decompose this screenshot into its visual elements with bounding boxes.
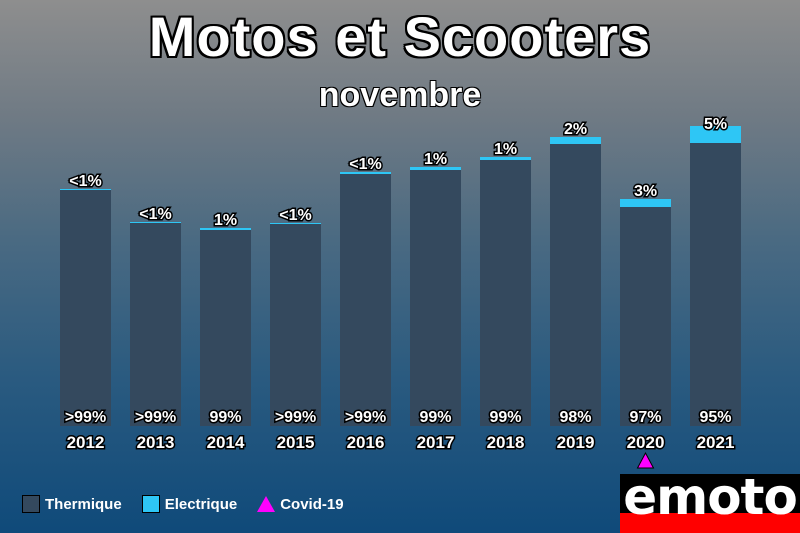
label-electrique-2014: 1% [214, 212, 237, 229]
bar-electrique-2012 [60, 189, 111, 190]
label-thermique-2017: 99% [419, 409, 451, 426]
bar-electrique-2017 [410, 167, 461, 170]
label-thermique-2018: 99% [489, 409, 521, 426]
covid-marker-icon [636, 451, 655, 469]
label-electrique-2019: 2% [564, 121, 587, 138]
bar-thermique-2014 [200, 230, 251, 426]
x-tick-2012: 2012 [67, 433, 105, 452]
legend-label-electrique: Electrique [164, 495, 238, 513]
emoto-logo[interactable]: emoto [620, 474, 800, 533]
label-electrique-2017: 1% [424, 151, 447, 168]
label-thermique-2021: 95% [699, 409, 731, 426]
x-tick-2016: 2016 [347, 433, 385, 452]
label-electrique-2020: 3% [634, 183, 657, 200]
bar-electrique-2013 [130, 222, 181, 223]
logo-text: emoto [623, 474, 798, 526]
bar-thermique-2020 [620, 207, 671, 426]
bar-thermique-2019 [550, 144, 601, 426]
x-tick-2014: 2014 [207, 433, 245, 452]
bar-electrique-2015 [270, 223, 321, 224]
x-tick-2015: 2015 [277, 433, 315, 452]
x-tick-2021: 2021 [697, 433, 735, 452]
chart-title: Motos et Scooters [148, 5, 652, 68]
bar-thermique-2018 [480, 160, 531, 426]
legend-item-electrique: Electrique [141, 495, 238, 513]
label-thermique-2016: >99% [345, 409, 386, 426]
label-electrique-2018: 1% [494, 141, 517, 158]
x-tick-2020: 2020 [627, 433, 665, 452]
bar-thermique-2021 [690, 143, 741, 426]
legend-label-covid: Covid-19 [280, 495, 344, 513]
logo-red-band [620, 513, 800, 533]
legend-label-thermique: Thermique [45, 495, 122, 513]
label-electrique-2021: 5% [704, 116, 727, 133]
x-tick-2019: 2019 [557, 433, 595, 452]
label-electrique-2012: <1% [69, 173, 101, 190]
label-thermique-2015: >99% [275, 409, 316, 426]
chart-subtitle: novembre [318, 76, 482, 114]
legend-item-covid: Covid-19 [257, 495, 344, 513]
legend: Thermique Electrique Covid-19 [22, 495, 354, 513]
bar-thermique-2017 [410, 170, 461, 426]
covid-triangle-icon [257, 496, 276, 512]
bar-electrique-2018 [480, 157, 531, 160]
bar-thermique-2016 [340, 174, 391, 426]
bar-electrique-2021 [690, 126, 741, 143]
bar-electrique-2014 [200, 228, 251, 230]
label-thermique-2012: >99% [65, 409, 106, 426]
bar-thermique-2015 [270, 224, 321, 426]
legend-swatch-thermique [22, 495, 40, 513]
label-thermique-2019: 98% [559, 409, 591, 426]
bar-electrique-2016 [340, 172, 391, 174]
label-thermique-2014: 99% [209, 409, 241, 426]
label-thermique-2013: >99% [135, 409, 176, 426]
bar-electrique-2020 [620, 199, 671, 207]
label-electrique-2015: <1% [279, 207, 311, 224]
bar-thermique-2013 [130, 223, 181, 426]
bar-thermique-2012 [60, 190, 111, 426]
legend-swatch-electrique [141, 495, 160, 513]
label-electrique-2016: <1% [349, 156, 381, 173]
label-thermique-2020: 97% [629, 409, 661, 426]
x-tick-2018: 2018 [487, 433, 525, 452]
x-tick-2013: 2013 [137, 433, 175, 452]
x-tick-2017: 2017 [417, 433, 455, 452]
legend-item-thermique: Thermique [22, 495, 122, 513]
bar-electrique-2019 [550, 137, 601, 144]
label-electrique-2013: <1% [139, 206, 171, 223]
